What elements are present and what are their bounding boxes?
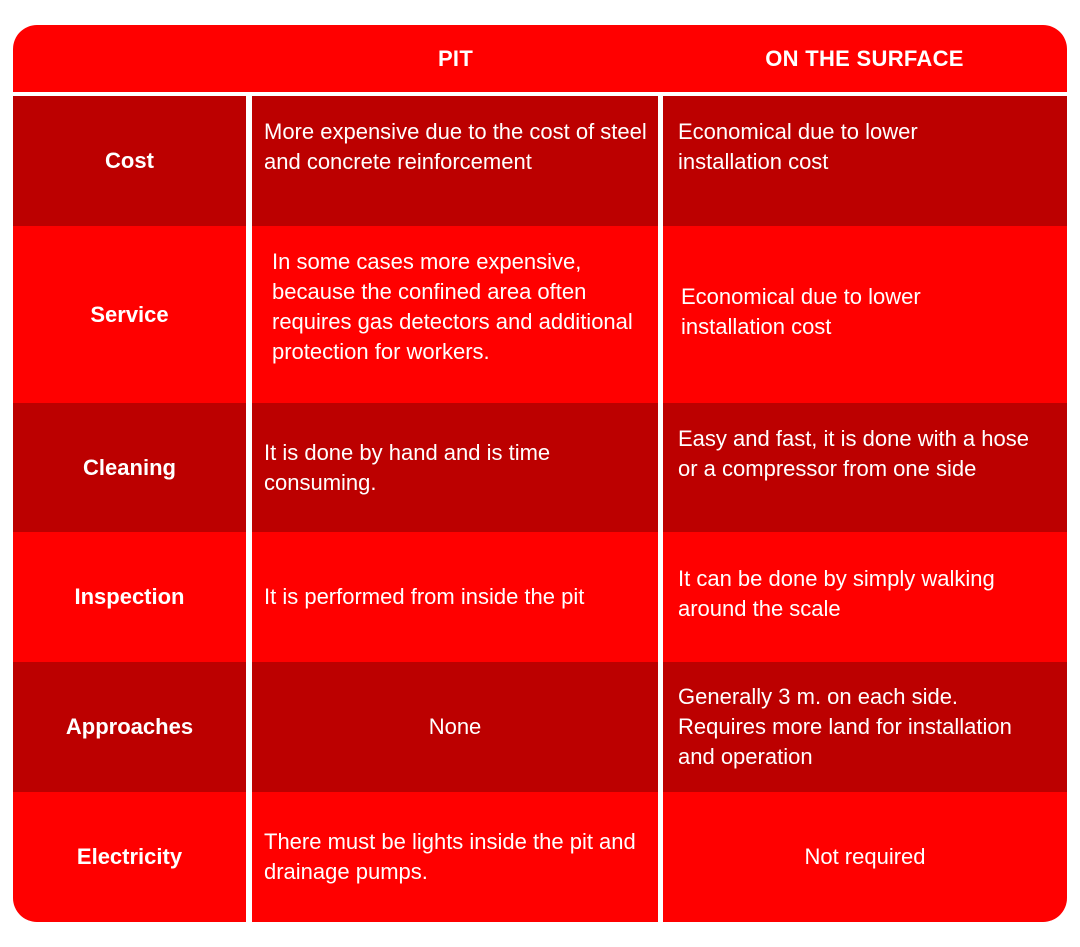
surface-cleaning-text: Easy and fast, it is done with a hose or… — [663, 403, 1067, 532]
header-on-the-surface: ON THE SURFACE — [765, 45, 964, 71]
pit-service-text: In some cases more expensive, because th… — [252, 226, 658, 403]
pit-electricity-text: There must be lights inside the pit and … — [252, 792, 658, 922]
row-label-service: Service — [13, 226, 246, 403]
row-label-cleaning: Cleaning — [13, 403, 246, 532]
surface-cost-text: Economical due to lower installation cos… — [663, 96, 1067, 226]
row-label-approaches: Approaches — [13, 662, 246, 792]
table-row-electricity: Electricity There must be lights inside … — [13, 792, 1067, 922]
row-label-inspection: Inspection — [13, 532, 246, 662]
pit-cost-text: More expensive due to the cost of steel … — [252, 96, 658, 226]
header-pit: PIT — [437, 45, 474, 71]
row-label-electricity: Electricity — [13, 792, 246, 922]
surface-approaches-text: Generally 3 m. on each side. Requires mo… — [663, 662, 1067, 792]
pit-approaches-text: None — [252, 662, 658, 792]
table-row-approaches: Approaches None Generally 3 m. on each s… — [13, 662, 1067, 792]
row-label-cost: Cost — [13, 96, 246, 226]
surface-service-text: Economical due to lower installation cos… — [663, 226, 1067, 403]
table-row-cost: Cost More expensive due to the cost of s… — [13, 96, 1067, 226]
comparison-table: PIT ON THE SURFACE Cost More expensive d… — [13, 25, 1067, 922]
table-row-inspection: Inspection It is performed from inside t… — [13, 532, 1067, 662]
pit-inspection-text: It is performed from inside the pit — [252, 532, 658, 662]
pit-cleaning-text: It is done by hand and is time consuming… — [252, 403, 658, 532]
table-header: PIT ON THE SURFACE — [13, 25, 1067, 92]
table-row-cleaning: Cleaning It is done by hand and is time … — [13, 403, 1067, 532]
surface-electricity-text: Not required — [663, 792, 1067, 922]
surface-inspection-text: It can be done by simply walking around … — [663, 532, 1067, 662]
table-row-service: Service In some cases more expensive, be… — [13, 226, 1067, 403]
